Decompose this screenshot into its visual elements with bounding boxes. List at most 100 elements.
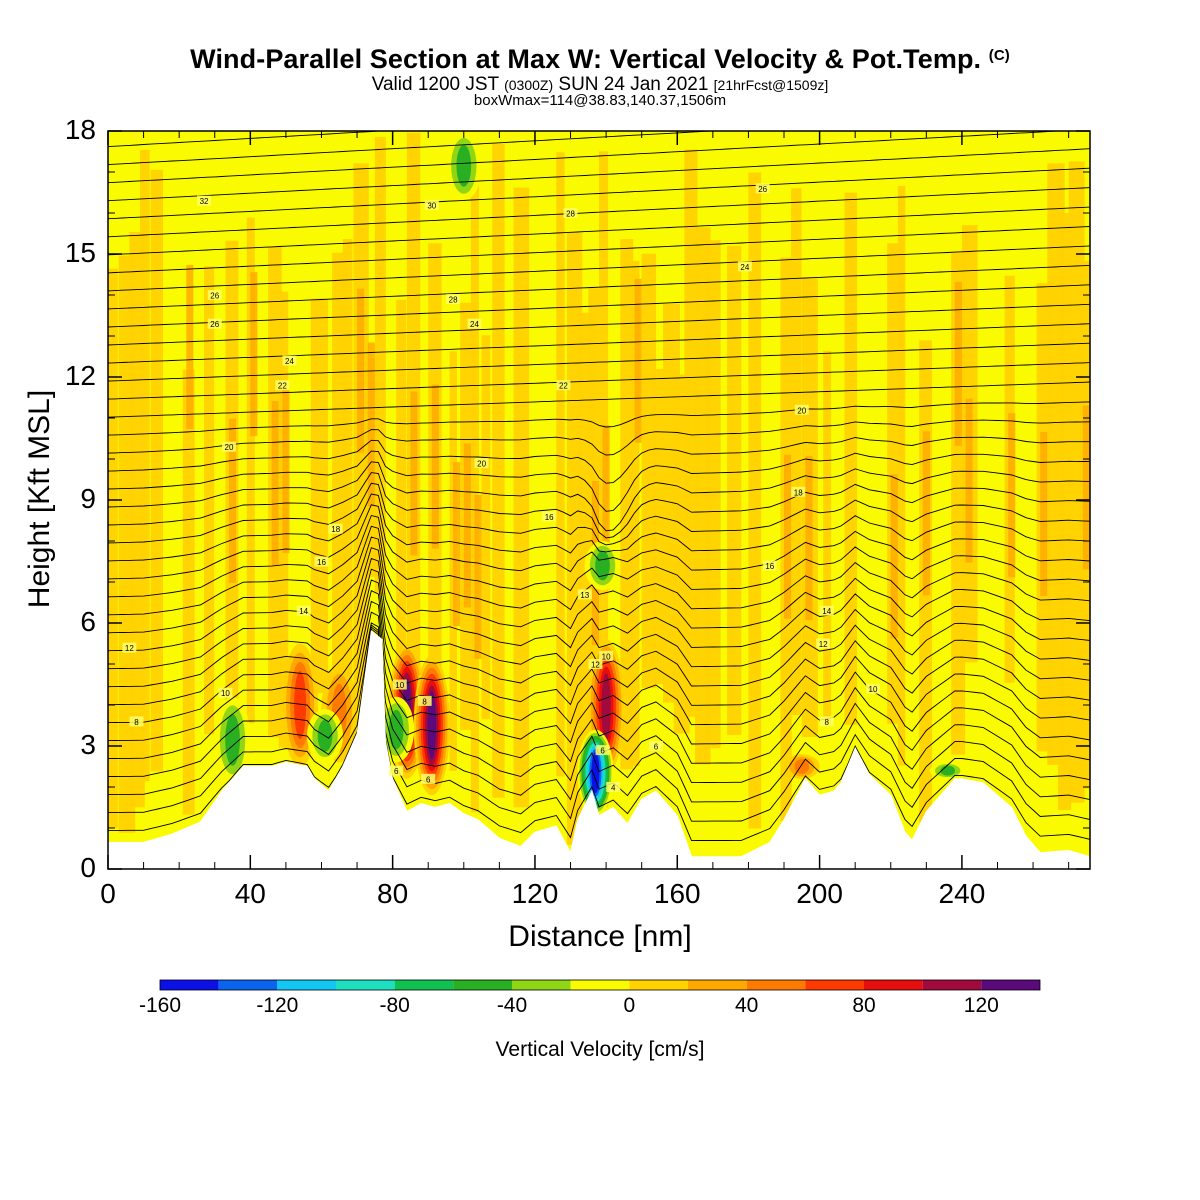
theta-label-text: 10 (395, 681, 404, 690)
valid-utc-text: (0300Z) (504, 77, 554, 93)
theta-label: 6 (595, 745, 610, 756)
theta-label-bg (417, 695, 432, 706)
moderate-updraft-band (357, 288, 365, 453)
theta-contour-line (108, 557, 1090, 670)
theta-contour-line (108, 472, 1090, 539)
theta-label-bg (556, 380, 571, 391)
downdraft-core (940, 765, 956, 776)
theta-label-text: 6 (600, 747, 605, 756)
theta-label: 18 (328, 523, 343, 534)
y-tick-label: 6 (80, 606, 96, 637)
x-tick-label: 160 (653, 878, 701, 909)
theta-label-text: 20 (797, 406, 806, 415)
theta-label: 16 (314, 556, 329, 567)
theta-contour-line (108, 611, 1090, 764)
colorbar-tick-label: 120 (963, 994, 999, 1017)
moderate-updraft-band (410, 391, 418, 556)
theta-contour-line (108, 514, 1090, 598)
theta-label-bg (563, 208, 578, 218)
theta-contour-line (108, 362, 1090, 400)
theta-label: 6 (421, 773, 436, 784)
moderate-updraft-band (890, 474, 898, 639)
chart-subtitle-box: boxWmax=114@38.83,140.37,1506m (473, 92, 727, 109)
y-tick-label: 3 (80, 729, 96, 760)
theta-label: 20 (221, 441, 236, 452)
weak-updraft-band (897, 185, 906, 766)
weak-updraft-band (844, 192, 858, 725)
moderate-updraft-band (1040, 432, 1048, 597)
theta-contour-line (108, 600, 1090, 745)
theta-label-text: 24 (740, 263, 749, 272)
theta-label: 10 (218, 687, 233, 698)
weak-updraft-band (1057, 213, 1072, 811)
theta-label-bg (599, 650, 614, 661)
moderate-updraft-band (805, 456, 813, 621)
theta-label: 12 (122, 642, 137, 653)
theta-label-text: 18 (794, 488, 803, 497)
theta-label-text: 8 (824, 718, 829, 727)
moderate-updraft-band (1082, 405, 1090, 570)
moderate-updraft-band (602, 425, 610, 590)
weak-updraft-band (620, 239, 634, 770)
theta-label-text: 10 (602, 652, 611, 661)
colorbar-tick-label: -80 (379, 994, 410, 1017)
theta-label-text: 10 (869, 685, 878, 694)
theta-label-text: 30 (427, 201, 436, 210)
weak-updraft-band (705, 240, 721, 749)
y-tick-label: 9 (80, 483, 96, 514)
theta-contour-line (108, 624, 1090, 803)
theta-label: 32 (197, 195, 212, 206)
x-tick-label: 200 (796, 878, 843, 909)
theta-label-text: 12 (819, 640, 828, 649)
weak-updraft-band (481, 335, 491, 720)
moderate-updraft-band (453, 462, 461, 627)
chart-title-tag: (C) (988, 47, 1010, 64)
theta-contour-line (108, 342, 1090, 382)
theta-label-bg (791, 486, 806, 497)
theta-label-bg (282, 355, 297, 366)
theta-label: 28 (446, 294, 461, 305)
theta-label-bg (819, 605, 834, 616)
colorbar-tick-label: -160 (138, 994, 182, 1017)
weak-updraft-band (791, 188, 802, 716)
theta-contour-line (108, 419, 1090, 456)
theta-label: 16 (542, 511, 557, 522)
theta-contour-line (108, 450, 1090, 512)
theta-contour-line (108, 226, 1090, 274)
moderate-updraft-band (228, 418, 237, 583)
theta-label: 28 (563, 208, 578, 219)
theta-contour-line (108, 482, 1090, 546)
theta-label-bg (218, 687, 233, 698)
x-tick-label: 80 (377, 878, 409, 909)
theta-label: 20 (474, 458, 489, 469)
theta-label: 6 (389, 765, 404, 776)
y-axis-label: Height [Kft MSL] (23, 389, 56, 609)
theta-contour-line (108, 71, 1090, 129)
updraft-core (601, 673, 611, 741)
theta-label-bg (648, 741, 663, 751)
theta-label-bg (595, 745, 610, 756)
y-tick-label: 15 (64, 237, 96, 268)
colorbar-tick-label: -120 (256, 994, 299, 1017)
theta-label-text: 26 (210, 292, 219, 301)
theta-label-bg (392, 679, 407, 690)
theta-label-text: 20 (477, 460, 486, 469)
theta-contour-line (108, 493, 1090, 562)
valid-time-text: Valid 1200 JST (371, 74, 505, 95)
weak-updraft-band (150, 169, 164, 772)
theta-label-bg (819, 716, 834, 727)
moderate-updraft-band (954, 281, 962, 446)
weak-updraft-band (182, 369, 195, 815)
theta-label-text: 32 (200, 197, 209, 206)
theta-label: 22 (275, 380, 290, 391)
theta-label-bg (389, 765, 404, 776)
theta-label-bg (129, 716, 144, 727)
theta-label-bg (296, 605, 311, 616)
colorbar-tick-label: 0 (623, 994, 636, 1017)
moderate-updraft-band (282, 389, 290, 554)
downdraft-core (225, 714, 240, 766)
y-tick-label: 18 (64, 114, 96, 145)
weak-updraft-band (748, 172, 762, 829)
theta-label-text: 28 (449, 296, 458, 305)
